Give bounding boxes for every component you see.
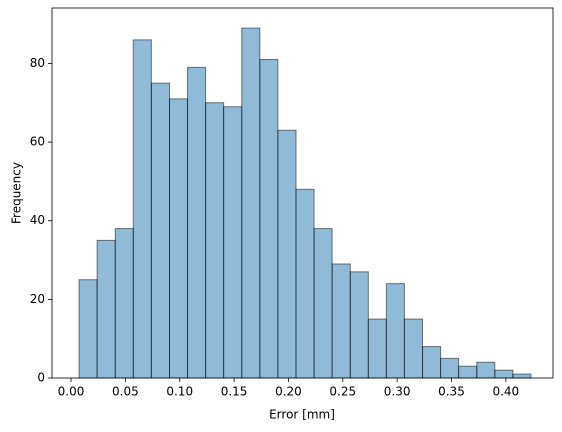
x-tick-label: 0.40: [492, 385, 519, 399]
x-tick-label: 0.20: [275, 385, 302, 399]
y-tick-label: 20: [30, 292, 45, 306]
bar: [422, 346, 442, 379]
bar: [205, 102, 225, 379]
x-tick-label: 0.35: [438, 385, 465, 399]
bar: [331, 263, 351, 379]
bar: [385, 283, 405, 379]
y-axis-label: Frequency: [10, 162, 24, 224]
x-tick-label: 0.15: [221, 385, 248, 399]
bar: [277, 129, 297, 379]
bar: [150, 82, 171, 379]
plot-frame: [51, 7, 554, 379]
bar: [367, 318, 387, 379]
bar: [223, 106, 243, 379]
x-tick-label: 0.30: [384, 385, 411, 399]
x-axis-label: Error [mm]: [269, 408, 335, 422]
bar: [78, 279, 98, 379]
bar: [313, 228, 333, 379]
y-tick-label: 60: [30, 135, 45, 149]
x-tick-label: 0.00: [58, 385, 85, 399]
bar: [295, 188, 315, 379]
bar: [512, 373, 532, 379]
bar: [349, 271, 369, 379]
bar: [440, 357, 460, 379]
bar: [96, 239, 116, 379]
y-tick-label: 0: [37, 371, 45, 385]
y-tick-label: 40: [30, 213, 45, 227]
bar: [259, 59, 279, 379]
x-tick-label: 0.05: [112, 385, 139, 399]
x-tick-label: 0.10: [166, 385, 193, 399]
bar: [187, 66, 207, 379]
x-tick-label: 0.25: [329, 385, 356, 399]
y-tick-label: 80: [30, 56, 45, 70]
bar: [494, 369, 514, 379]
bar: [458, 365, 478, 379]
bar: [114, 228, 134, 379]
bar: [403, 318, 424, 379]
bar: [476, 361, 496, 379]
bar: [169, 98, 189, 379]
bar: [132, 39, 152, 379]
bar: [241, 27, 261, 379]
